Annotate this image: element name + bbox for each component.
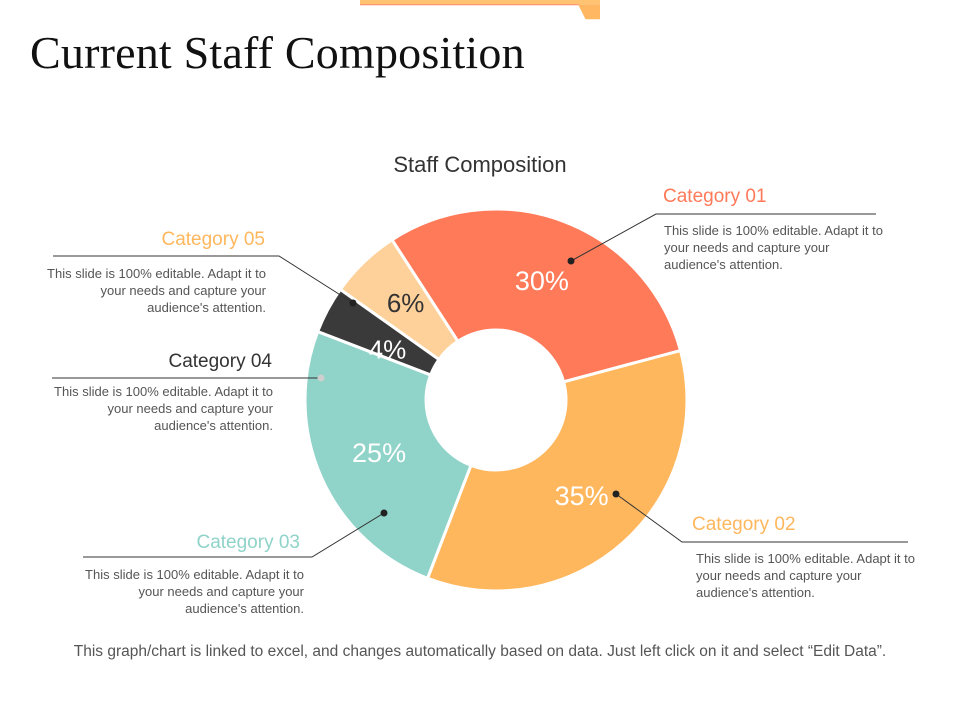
donut-slice-3: [303, 329, 473, 581]
chart-title: Staff Composition: [393, 152, 567, 177]
category-05-description: This slide is 100% editable. Adapt it to…: [47, 266, 266, 315]
category-02-label: Category 02: [692, 514, 796, 535]
top-accent-bar-dark: [360, 4, 580, 6]
donut-slice-1: [389, 207, 683, 384]
donut-value-label-1: 30%: [515, 266, 569, 296]
slide-title: Current Staff Composition: [30, 27, 525, 78]
donut-value-label-3: 25%: [352, 438, 406, 468]
category-02-description: This slide is 100% editable. Adapt it to…: [696, 551, 915, 600]
category-05-label: Category 05: [161, 229, 265, 250]
category-04-label: Category 04: [168, 351, 272, 372]
footnote: This graph/chart is linked to excel, and…: [73, 643, 887, 660]
leader-line-1: [570, 213, 876, 262]
leader-dot-2: [612, 490, 620, 498]
category-04-description: This slide is 100% editable. Adapt it to…: [54, 384, 273, 433]
category-03-label: Category 03: [196, 532, 300, 553]
donut-value-label-2: 35%: [555, 481, 609, 511]
leader-dot-5: [349, 299, 357, 307]
leader-line-5: [53, 255, 354, 304]
category-01-description: This slide is 100% editable. Adapt it to…: [664, 223, 883, 272]
category-01-label: Category 01: [663, 186, 767, 207]
donut-value-label-5: 6%: [387, 288, 425, 318]
leader-line-2: [615, 493, 908, 543]
top-accent-corner: [578, 4, 600, 20]
category-03-description: This slide is 100% editable. Adapt it to…: [85, 567, 304, 616]
leader-dot-1: [567, 257, 575, 265]
leader-line-3: [83, 512, 385, 558]
leader-dot-4: [317, 374, 325, 382]
leader-dot-3: [380, 509, 388, 517]
top-accent-band: [360, 0, 600, 20]
donut-slice-5: [338, 237, 460, 362]
top-accent-bar-light: [360, 0, 600, 5]
donut-slice-2: [425, 348, 689, 593]
donut-value-label-4: 4%: [369, 334, 407, 364]
